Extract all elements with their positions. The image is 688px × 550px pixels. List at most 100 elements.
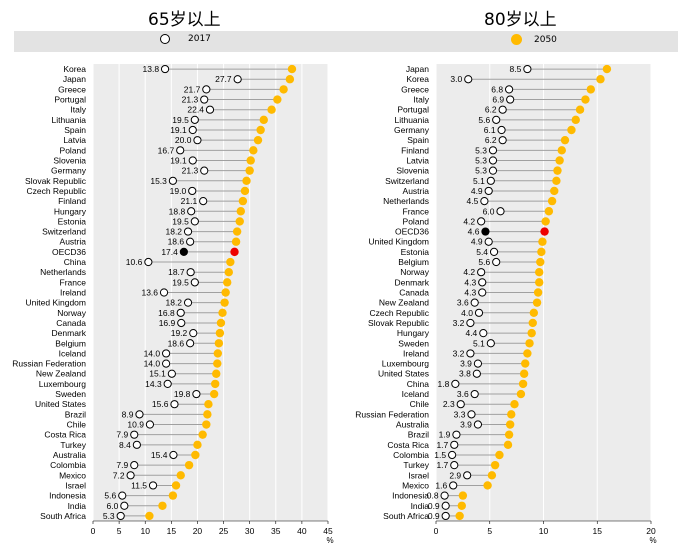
value-label-2017: 20.0 — [175, 135, 192, 145]
category-label: New Zealand — [36, 369, 86, 379]
value-label-2017: 21.7 — [184, 84, 201, 94]
marker-2017 — [168, 176, 177, 185]
x-tick-label: 15 — [167, 526, 177, 536]
category-label: Chile — [410, 399, 430, 409]
category-label: Estonia — [401, 247, 430, 257]
marker-2050 — [204, 400, 213, 409]
marker-2017 — [479, 329, 488, 338]
value-label-2017: 0.8 — [427, 491, 439, 501]
marker-2050 — [215, 328, 225, 338]
x-tick-label: 10 — [140, 526, 150, 536]
marker-2017 — [162, 349, 171, 358]
value-label-2017: 4.0 — [461, 308, 473, 318]
marker-2050 — [505, 420, 515, 429]
marker-2017 — [467, 410, 476, 419]
value-label-2017: 3.6 — [457, 389, 469, 399]
category-label: Brazil — [408, 430, 429, 440]
marker-2017 — [116, 511, 125, 521]
value-label-2017: 2.3 — [443, 399, 455, 409]
category-label: Slovak Republic — [368, 318, 430, 328]
marker-2017 — [148, 481, 158, 490]
category-label: Italy — [70, 105, 86, 115]
value-label-2017: 6.1 — [484, 125, 496, 135]
value-label-2017: 4.2 — [463, 267, 475, 277]
marker-2050 — [519, 369, 529, 378]
category-label: Mexico — [59, 470, 86, 480]
category-label: Ireland — [403, 348, 429, 358]
value-label-2017: 18.6 — [168, 338, 185, 348]
category-label: India — [68, 501, 87, 511]
marker-2050 — [487, 471, 497, 480]
category-label: Spain — [64, 125, 86, 135]
value-label-2017: 22.4 — [187, 105, 204, 115]
oecd-marker-2050 — [540, 227, 549, 236]
category-label: Estonia — [58, 216, 87, 226]
marker-2017 — [169, 450, 178, 460]
marker-2017 — [135, 410, 144, 419]
value-label-2017: 6.2 — [485, 105, 497, 115]
marker-2017 — [186, 339, 195, 348]
category-label: Netherlands — [40, 267, 86, 277]
category-label: Greece — [58, 84, 86, 94]
value-label-2017: 15.1 — [149, 369, 166, 379]
marker-2050 — [198, 430, 207, 439]
category-label: Costa Rica — [44, 430, 86, 440]
category-label: Denmark — [52, 328, 87, 338]
marker-2050 — [221, 288, 230, 297]
value-label-2017: 4.9 — [471, 186, 483, 196]
x-tick-label: 45 — [323, 526, 333, 536]
marker-2050 — [455, 511, 464, 521]
category-label: Greece — [401, 84, 429, 94]
value-label-2017: 18.7 — [168, 267, 185, 277]
marker-2050 — [535, 267, 544, 277]
marker-2017 — [130, 430, 139, 439]
legend-marker-2050 — [511, 34, 522, 45]
marker-2050 — [550, 186, 559, 196]
x-tick-label: 40 — [297, 526, 307, 536]
category-label: Switzerland — [385, 176, 429, 186]
category-label: Finland — [401, 145, 429, 155]
marker-2017 — [486, 339, 495, 348]
marker-2017 — [170, 400, 179, 409]
category-label: Luxembourg — [39, 379, 87, 389]
value-label-2017: 7.2 — [113, 470, 125, 480]
x-axis-title: % — [326, 536, 333, 545]
value-label-2017: 19.8 — [174, 389, 191, 399]
marker-2050 — [226, 257, 235, 267]
marker-2017 — [188, 186, 197, 196]
marker-2050 — [523, 349, 532, 358]
marker-2050 — [287, 64, 297, 74]
marker-2017 — [145, 420, 155, 429]
marker-2017 — [190, 278, 199, 287]
marker-2050 — [231, 237, 241, 246]
marker-2017 — [498, 136, 507, 145]
value-label-2017: 4.4 — [465, 328, 477, 338]
marker-2050 — [533, 288, 543, 297]
marker-2017 — [466, 349, 475, 358]
category-label: Australia — [53, 450, 86, 460]
marker-2017 — [186, 237, 195, 246]
category-label: Austria — [403, 186, 430, 196]
marker-2017 — [441, 501, 450, 510]
value-label-2017: 3.9 — [460, 420, 472, 430]
marker-2050 — [279, 85, 288, 94]
marker-2017 — [200, 166, 209, 175]
marker-2017 — [440, 491, 449, 500]
marker-2050 — [253, 135, 263, 145]
category-label: China — [64, 257, 86, 267]
value-label-2017: 16.8 — [158, 308, 175, 318]
marker-2017 — [497, 125, 506, 135]
marker-2050 — [259, 115, 268, 125]
category-label: Japan — [406, 64, 429, 74]
marker-2050 — [518, 379, 528, 389]
value-label-2017: 4.2 — [463, 216, 475, 226]
marker-2017 — [466, 318, 475, 328]
value-label-2017: 18.2 — [165, 298, 182, 308]
value-label-2017: 5.4 — [476, 247, 488, 257]
marker-2050 — [547, 196, 557, 206]
oecd-marker-2050 — [230, 247, 239, 257]
value-label-2017: 3.2 — [453, 348, 465, 358]
value-label-2017: 19.2 — [171, 328, 188, 338]
category-label: Belgium — [398, 257, 429, 267]
value-label-2017: 1.7 — [436, 440, 448, 450]
